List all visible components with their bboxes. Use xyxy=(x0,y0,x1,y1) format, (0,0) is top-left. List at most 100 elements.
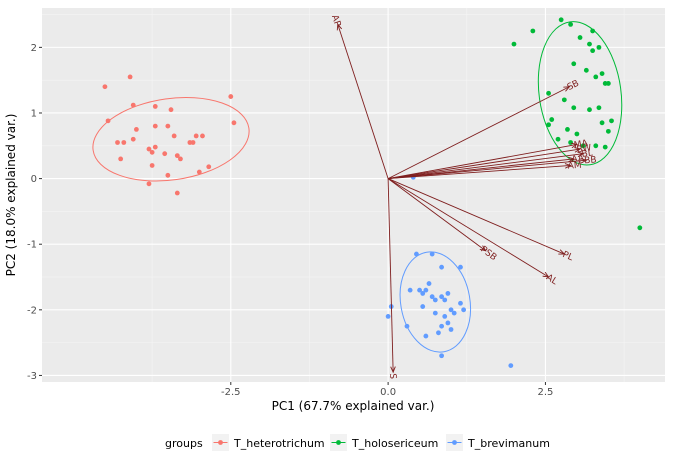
data-point xyxy=(593,74,599,80)
data-point xyxy=(231,120,237,126)
data-point xyxy=(602,144,608,150)
y-tick-label: -2 xyxy=(27,305,37,316)
loading-label: SB xyxy=(566,79,581,93)
data-point xyxy=(451,310,457,316)
data-point xyxy=(605,81,611,86)
data-point xyxy=(546,90,551,96)
loading-label: BL xyxy=(581,148,593,159)
data-point xyxy=(404,323,410,329)
data-point xyxy=(508,363,514,368)
data-point xyxy=(558,17,564,23)
legend-title: groups xyxy=(165,437,203,450)
legend-marker xyxy=(336,440,341,445)
loading-arrow xyxy=(387,178,486,252)
x-axis: -2.5 0.0 2.5 xyxy=(221,382,553,398)
loading-arrowhead xyxy=(479,245,487,252)
data-point xyxy=(146,146,152,152)
y-tick-label: -3 xyxy=(27,371,37,382)
score-points xyxy=(102,17,643,368)
x-tick-label: -2.5 xyxy=(221,387,241,398)
loading-arrow xyxy=(388,165,571,180)
data-point xyxy=(162,151,168,157)
data-point xyxy=(445,320,451,326)
data-point xyxy=(596,105,602,111)
data-point xyxy=(448,307,454,313)
data-point xyxy=(458,264,463,270)
data-point xyxy=(549,117,555,122)
loading-label: AP xyxy=(329,14,342,29)
loading-label: MA xyxy=(573,138,589,150)
data-point xyxy=(152,123,158,129)
data-point xyxy=(439,294,445,300)
loading-label: AL xyxy=(544,273,559,287)
loading-arrowhead xyxy=(574,147,582,153)
loading-arrowhead xyxy=(542,271,550,278)
legend-marker xyxy=(452,440,457,445)
loading-arrow xyxy=(388,153,584,180)
loading-arrow xyxy=(387,178,394,373)
legend: groups T_heterotrichum T_holosericeum T_br… xyxy=(165,434,550,451)
loading-arrowhead xyxy=(390,366,396,374)
plot-panel xyxy=(42,8,665,382)
group-ellipses xyxy=(92,21,623,353)
loading-arrowhead xyxy=(577,151,585,158)
data-point xyxy=(127,74,133,80)
data-point xyxy=(555,136,561,142)
data-point xyxy=(152,104,158,109)
data-point xyxy=(565,126,570,132)
data-point xyxy=(599,120,605,126)
data-point xyxy=(385,313,391,319)
data-point xyxy=(152,144,158,150)
loading-label: AA xyxy=(571,154,585,165)
data-point xyxy=(133,126,139,132)
data-point xyxy=(102,84,108,90)
data-point xyxy=(118,156,124,162)
loading-label: BB xyxy=(584,155,597,166)
loading-label: AM xyxy=(567,161,582,172)
data-point xyxy=(596,44,602,50)
data-point xyxy=(561,97,567,103)
legend-items: T_heterotrichum T_holosericeum T_brevimanu… xyxy=(212,434,550,451)
x-axis-title: PC1 (67.7% explained var.) xyxy=(272,399,435,413)
loading-arrow xyxy=(387,86,570,179)
data-point xyxy=(511,41,517,47)
loading-arrow xyxy=(388,148,581,180)
data-point xyxy=(546,122,551,128)
data-point xyxy=(574,131,580,137)
loading-arrow xyxy=(337,24,389,179)
loading-arrow xyxy=(387,178,549,278)
data-point xyxy=(439,264,445,270)
data-point xyxy=(149,163,155,168)
data-point xyxy=(196,169,202,175)
data-point xyxy=(130,136,136,142)
loading-arrow xyxy=(387,178,565,255)
data-point xyxy=(426,281,432,286)
y-tick-label: 1 xyxy=(31,108,37,119)
y-tick-label: 0 xyxy=(31,174,37,185)
data-point xyxy=(165,123,171,129)
data-point xyxy=(423,287,429,293)
loading-arrowhead xyxy=(336,23,343,31)
loading-arrowhead xyxy=(567,156,575,163)
loading-arrowhead xyxy=(558,249,566,255)
y-tick-label: -1 xyxy=(27,240,37,251)
data-point xyxy=(121,140,127,145)
x-tick-label: 2.5 xyxy=(537,387,553,398)
data-point xyxy=(461,307,467,313)
data-point xyxy=(429,294,435,300)
legend-label: T_heterotrichum xyxy=(233,437,325,450)
data-point xyxy=(587,107,592,113)
loading-arrowhead xyxy=(564,163,572,169)
group-ellipse xyxy=(399,251,472,353)
data-point xyxy=(115,140,120,145)
data-point xyxy=(420,291,426,296)
data-point xyxy=(168,107,174,113)
loading-label: PL xyxy=(561,250,575,263)
group-ellipse xyxy=(92,96,250,182)
data-point xyxy=(174,153,180,159)
data-point xyxy=(146,181,152,187)
data-point xyxy=(200,133,205,139)
data-point xyxy=(407,287,413,293)
data-point xyxy=(568,22,574,27)
data-point xyxy=(190,140,196,145)
